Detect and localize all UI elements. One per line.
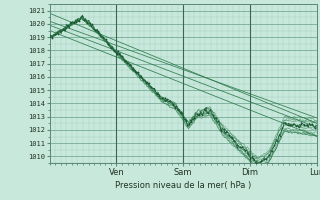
- X-axis label: Pression niveau de la mer( hPa ): Pression niveau de la mer( hPa ): [115, 181, 251, 190]
